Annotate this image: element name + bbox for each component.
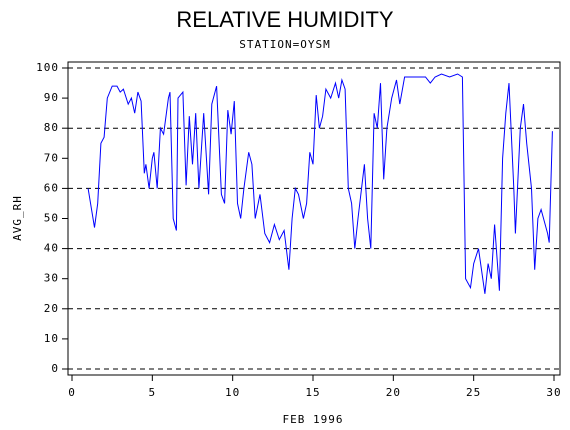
y-tick-label: 90 — [44, 91, 59, 104]
y-tick-label: 70 — [44, 151, 59, 164]
x-tick-label: 0 — [68, 386, 76, 399]
y-tick-label: 80 — [44, 121, 59, 134]
chart-title: RELATIVE HUMIDITY — [176, 7, 394, 32]
y-tick-label: 20 — [44, 302, 59, 315]
data-line — [87, 73, 553, 294]
y-tick-label: 100 — [36, 61, 59, 74]
y-tick-label: 0 — [51, 362, 59, 375]
chart-subtitle: STATION=OYSM — [239, 38, 330, 51]
x-tick-label: 30 — [546, 386, 561, 399]
y-tick-label: 10 — [44, 332, 59, 345]
x-tick-label: 5 — [149, 386, 157, 399]
x-tick-label: 20 — [386, 386, 401, 399]
x-axis-label: FEB 1996 — [283, 413, 344, 426]
x-tick-label: 25 — [466, 386, 481, 399]
x-tick-label: 15 — [305, 386, 320, 399]
y-tick-label: 50 — [44, 212, 59, 225]
y-tick-label: 40 — [44, 242, 59, 255]
y-axis-label: AVG_RH — [11, 195, 24, 241]
y-tick-label: 30 — [44, 272, 59, 285]
y-tick-label: 60 — [44, 181, 59, 194]
x-tick-label: 10 — [225, 386, 240, 399]
